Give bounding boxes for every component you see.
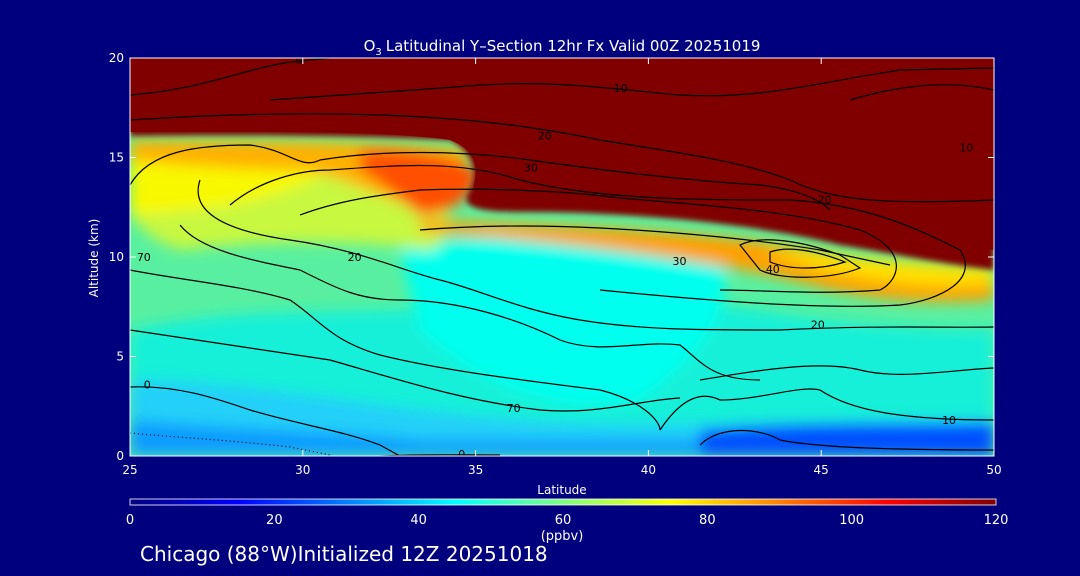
contour-line (699, 429, 994, 451)
contour-line-dotted (130, 432, 331, 456)
contour-line (299, 188, 897, 293)
x-tick-label: 45 (814, 463, 829, 477)
field-deepblue (700, 422, 994, 456)
colorbar-label: (ppbv) (541, 529, 584, 544)
contour-line (739, 239, 862, 278)
contour-line (699, 365, 994, 381)
contour-line (130, 144, 831, 211)
contour-label: 20 (538, 130, 552, 143)
colorbar-tick-label: 40 (410, 513, 427, 528)
field-cyan-core (400, 236, 726, 406)
contour-line (179, 224, 761, 381)
contour-line (130, 386, 401, 456)
y-tick-label: 5 (116, 350, 124, 364)
contour-label: 70 (137, 251, 151, 264)
colorbar-tick-label: 100 (839, 513, 864, 528)
contour-lines (130, 58, 994, 456)
y-tick-label: 0 (116, 449, 124, 463)
contour-line (379, 454, 501, 456)
contour-label: 10 (614, 82, 628, 95)
colorbar-tick-label: 0 (126, 513, 134, 528)
contour-label: 20 (818, 193, 832, 206)
contour-line (130, 58, 331, 96)
contour-line (197, 179, 994, 331)
x-tick-label: 25 (122, 463, 137, 477)
x-tick-label: 40 (641, 463, 656, 477)
contour-label: 10 (942, 414, 956, 427)
contour-line (849, 84, 994, 101)
field-tropopause-yellow (760, 250, 994, 287)
y-tick-label: 10 (109, 250, 124, 264)
chart-title: O3 Latitudinal Y–Section 12hr Fx Valid 00… (364, 37, 761, 58)
contour-line (130, 329, 681, 412)
contour-line (130, 113, 994, 203)
contour-label: 0 (296, 54, 303, 67)
y-axis-label: Altitude (km) (87, 219, 101, 298)
field-stratosphere-core (130, 58, 994, 250)
contour-label: 10 (959, 142, 973, 155)
contour-label: 40 (766, 263, 780, 276)
y-tick-label: 15 (109, 151, 124, 165)
colorbar-ticks: 0 20 40 60 80 100 120 (126, 513, 1009, 528)
contour-label: 0 (144, 378, 151, 391)
contour-line (229, 164, 966, 307)
x-axis-label: Latitude (537, 483, 586, 497)
colorbar-tick-label: 20 (266, 513, 283, 528)
contour-line (269, 67, 994, 101)
contour-label: 0 (458, 448, 465, 461)
footer-location: Chicago (88°W) (140, 542, 298, 566)
plot-area: 0 10 20 30 10 20 20 30 40 20 70 0 70 10 0 (130, 54, 994, 461)
contour-labels: 0 10 20 30 10 20 20 30 40 20 70 0 70 10 0 (137, 54, 974, 461)
x-tick-label: 35 (468, 463, 483, 477)
contour-label: 30 (524, 161, 538, 174)
contour-line (659, 388, 994, 431)
contour-label: 20 (811, 319, 825, 332)
colorbar-tick-label: 60 (555, 513, 572, 528)
contour-label: 30 (673, 255, 687, 268)
colorbar-tick-label: 80 (699, 513, 716, 528)
contour-line (419, 225, 891, 266)
contour-line (130, 269, 661, 431)
colorbar-tick-label: 120 (984, 513, 1009, 528)
x-tick-label: 30 (295, 463, 310, 477)
field-tropopause-orange (420, 220, 994, 302)
contour-label: 70 (507, 402, 521, 415)
footer-caption: Chicago (88°W)Initialized 12Z 20251018 (140, 542, 548, 566)
x-tick-label: 50 (986, 463, 1001, 477)
contour-line (769, 248, 847, 269)
footer-initialized: Initialized 12Z 20251018 (297, 542, 548, 566)
contour-label: 20 (348, 251, 362, 264)
y-axis: 0 5 10 15 20 (109, 51, 994, 463)
colorbar (129, 498, 997, 506)
y-tick-label: 20 (109, 51, 124, 65)
x-axis: 25 30 35 40 45 50 (122, 58, 1002, 477)
